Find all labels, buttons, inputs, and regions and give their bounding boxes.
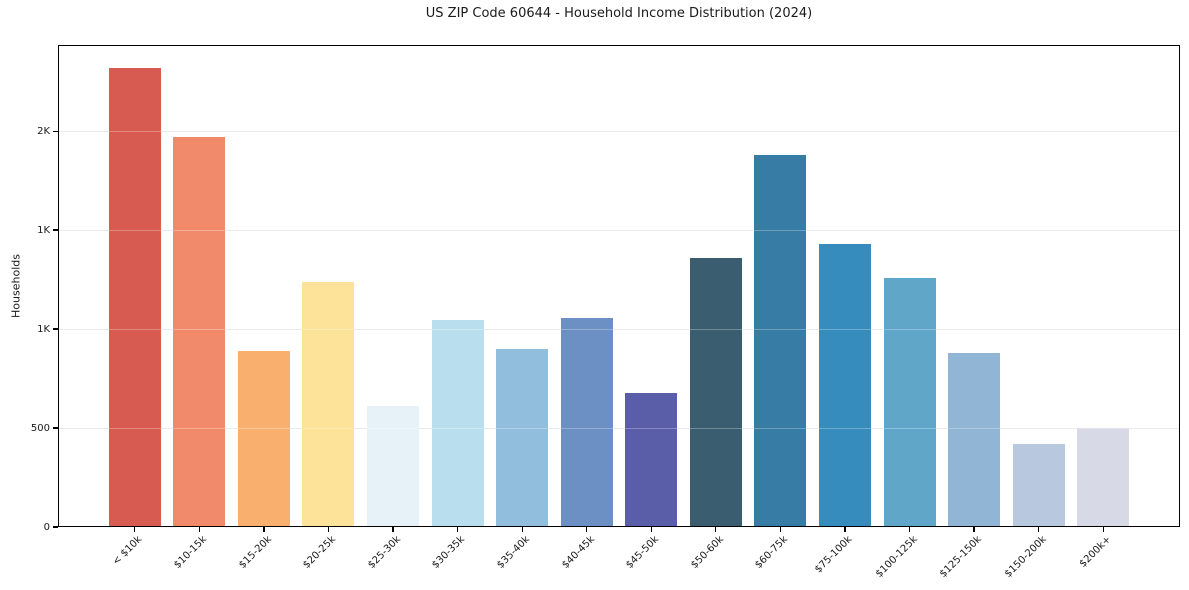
x-tick-label: $40-45k	[559, 534, 597, 571]
bar	[818, 243, 871, 527]
bar	[948, 352, 1001, 527]
bar	[1012, 443, 1065, 527]
x-tick-mark	[1038, 527, 1040, 532]
bar	[754, 154, 807, 527]
bar	[625, 393, 678, 527]
x-tick-mark	[198, 527, 200, 532]
bar	[367, 406, 420, 527]
x-tick-label: $15-20k	[236, 534, 274, 571]
x-tick-label: $50-60k	[688, 534, 726, 571]
y-tick-label: 1K	[37, 323, 50, 335]
x-tick-label: $150-200k	[1002, 534, 1049, 580]
x-tick-label: $60-75k	[753, 534, 791, 571]
gridline-overlay	[58, 328, 1180, 330]
x-tick-mark	[715, 527, 717, 532]
x-tick-label: $100-125k	[873, 534, 920, 580]
x-tick-label: $75-100k	[813, 534, 855, 576]
bar	[883, 277, 936, 527]
y-tick-label: 500	[30, 422, 50, 434]
x-tick-label: $35-40k	[495, 534, 532, 571]
gridline-overlay	[58, 130, 1180, 132]
bar	[431, 320, 484, 527]
x-tick-mark	[521, 527, 523, 532]
x-tick-label: $10-15k	[172, 534, 210, 571]
x-tick-mark	[134, 527, 136, 532]
y-tick-label: 0	[43, 521, 50, 533]
x-tick-mark	[457, 527, 459, 532]
chart-title: US ZIP Code 60644 - Household Income Dis…	[425, 6, 813, 21]
bar	[560, 318, 613, 527]
bar	[496, 348, 549, 527]
x-tick-label: $30-35k	[430, 534, 468, 571]
bar	[108, 67, 161, 527]
x-tick-label: $20-25k	[301, 534, 339, 571]
bar	[302, 281, 355, 527]
gridline-overlay	[58, 427, 1180, 429]
gridline-overlay	[58, 229, 1180, 231]
gridline	[58, 328, 1180, 330]
x-tick-label: < $10k	[111, 534, 145, 568]
x-tick-mark	[973, 527, 975, 532]
x-tick-mark	[779, 527, 781, 532]
y-tick-mark	[53, 526, 58, 528]
x-tick-mark	[263, 527, 265, 532]
gridline	[58, 427, 1180, 429]
x-tick-mark	[650, 527, 652, 532]
gridline	[58, 229, 1180, 231]
x-tick-mark	[586, 527, 588, 532]
bar	[173, 137, 226, 527]
x-tick-mark	[327, 527, 330, 532]
x-tick-label: $200k+	[1077, 534, 1113, 570]
x-tick-label: $125-150k	[937, 534, 984, 580]
x-tick-mark	[844, 527, 846, 532]
x-tick-mark	[908, 527, 911, 532]
y-tick-label: 2K	[37, 125, 50, 137]
gridline	[58, 130, 1180, 132]
x-tick-label: $45-50k	[624, 534, 662, 571]
bar	[237, 350, 290, 527]
y-tick-mark	[53, 229, 58, 231]
y-tick-label: 1K	[37, 224, 50, 236]
bar	[1077, 428, 1130, 527]
y-tick-mark	[53, 427, 58, 429]
bar	[689, 257, 742, 527]
y-tick-mark	[53, 328, 58, 330]
x-tick-mark	[1102, 527, 1104, 532]
y-tick-mark	[53, 130, 58, 132]
y-axis-label: Households	[9, 254, 23, 318]
x-tick-mark	[392, 527, 394, 532]
x-tick-label: $25-30k	[365, 534, 403, 571]
